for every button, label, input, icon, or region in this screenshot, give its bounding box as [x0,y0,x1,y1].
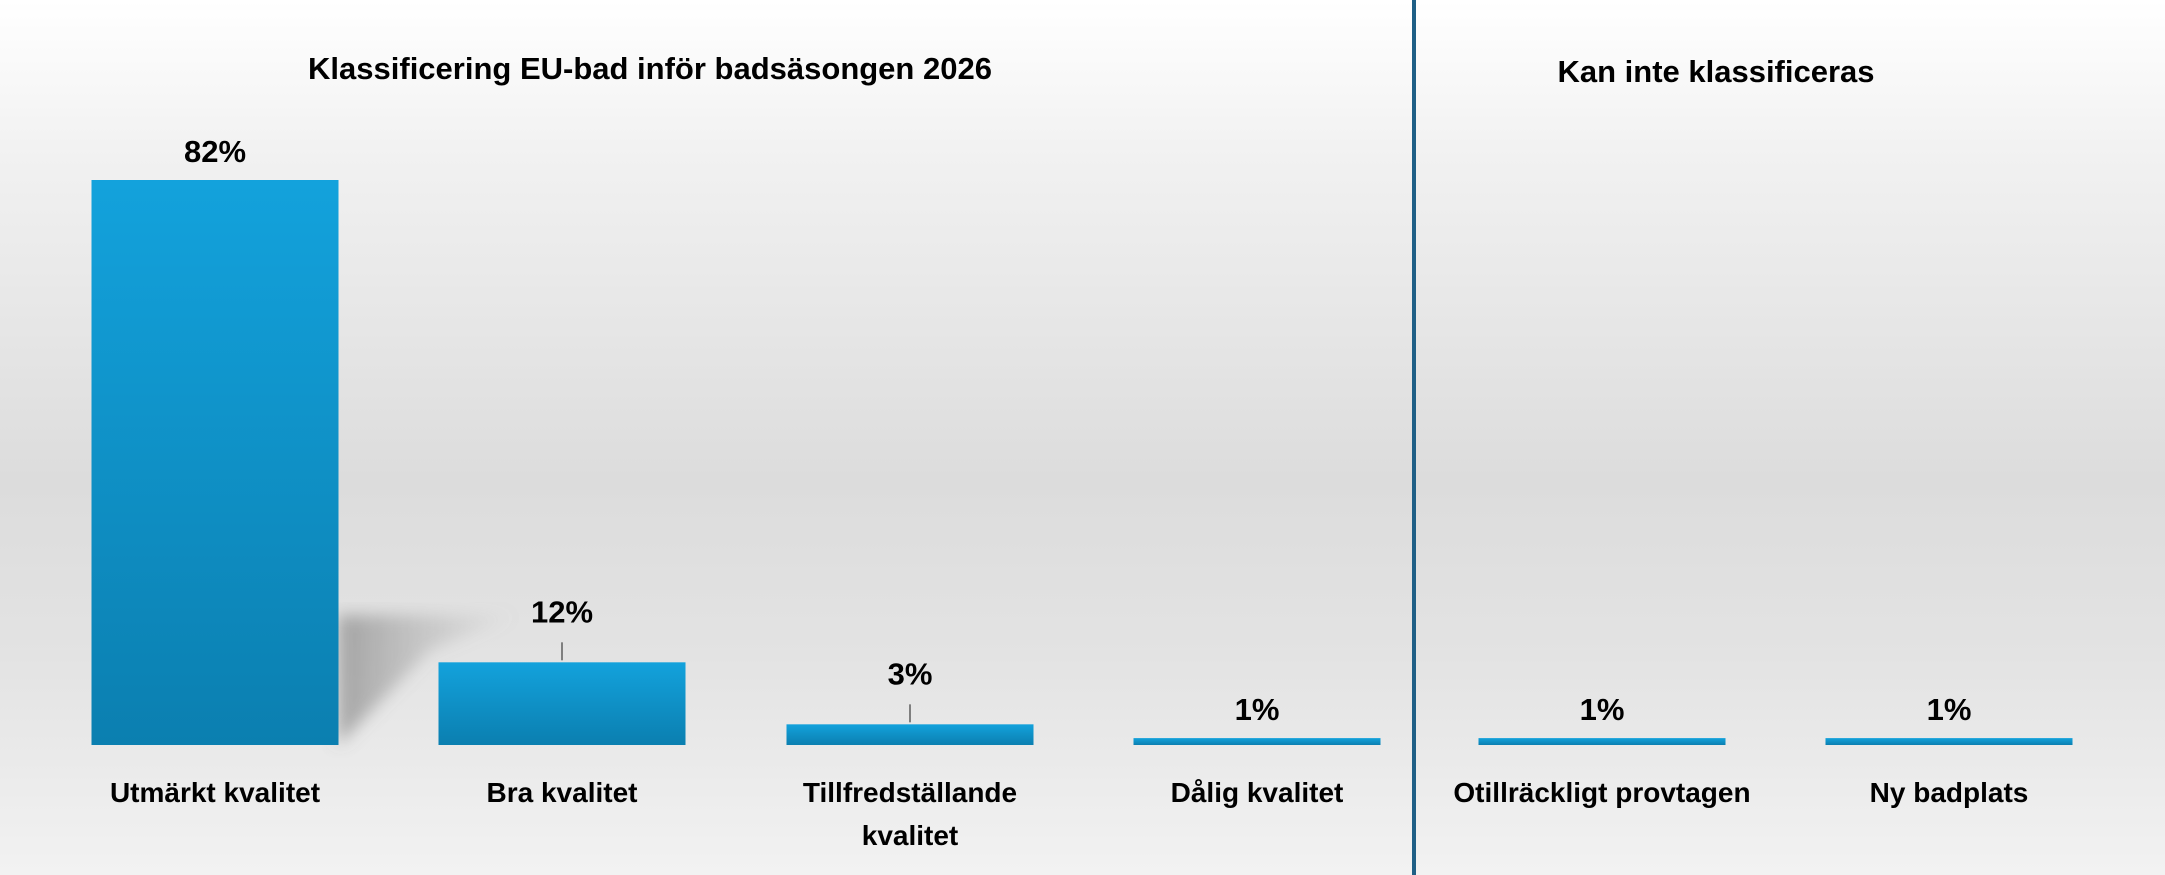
panel-classified: Klassificering EU-bad inför badsäsongen … [91,51,1381,851]
bar [438,662,686,745]
category-label: Bra kvalitet [487,777,638,808]
data-label: 12% [531,594,593,629]
bar [786,724,1034,745]
data-label: 1% [1927,692,1972,727]
data-label: 3% [888,656,933,691]
chart-title: Klassificering EU-bad inför badsäsongen … [308,51,992,86]
bar [1133,738,1381,745]
category-label: Otillräckligt provtagen [1453,777,1750,808]
data-label: 1% [1235,692,1280,727]
category-label: Dålig kvalitet [1171,777,1344,808]
bar [1478,738,1726,745]
bar [91,180,339,745]
chart-title: Kan inte klassificeras [1557,54,1874,89]
data-label: 1% [1580,692,1625,727]
category-label: kvalitet [862,820,959,851]
panel-unclassified: Kan inte klassificeras 1% Otillräckligt p… [1453,54,2073,808]
category-label: Tillfredställande [803,777,1017,808]
bar-shadow [338,615,520,745]
category-label: Utmärkt kvalitet [110,777,320,808]
category-label: Ny badplats [1870,777,2029,808]
bar [1825,738,2073,745]
data-label: 82% [184,134,246,169]
